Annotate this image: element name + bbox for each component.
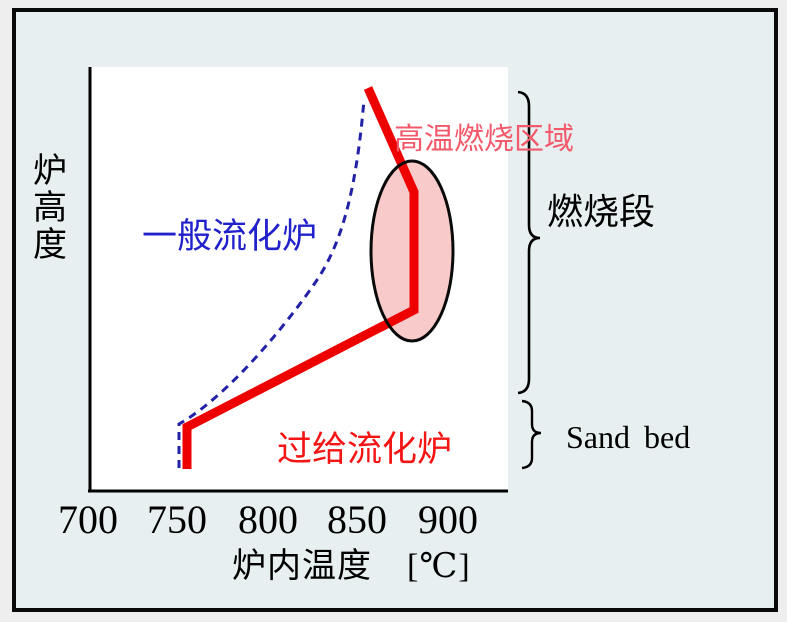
y-axis-label-char: 高	[33, 190, 67, 227]
high-temp-zone-ellipse-outline	[369, 159, 455, 343]
x-tick-900: 900	[418, 497, 478, 542]
x-tick-750: 750	[147, 497, 207, 542]
general-fluidized-curve	[177, 99, 366, 468]
label-high-temp-zone: 高温燃烧区域	[394, 123, 574, 156]
label-sand-bed: Sand bed	[566, 419, 691, 455]
sand-bed-brace	[521, 399, 542, 470]
overfeed-fluidized-line	[182, 86, 419, 469]
combustion-section-brace	[517, 90, 541, 395]
y-axis-label-char: 度	[33, 227, 67, 264]
x-axis-label: 炉内温度 [℃]	[232, 548, 471, 585]
y-axis-label-char: 炉	[33, 153, 67, 190]
x-tick-850: 850	[327, 497, 387, 542]
x-tick-800: 800	[238, 497, 298, 542]
x-tick-700: 700	[58, 497, 118, 542]
label-overfeed-fluidized: 过给流化炉	[277, 430, 453, 469]
label-general-fluidized: 一般流化炉	[142, 217, 318, 256]
label-combustion-section: 燃烧段	[547, 192, 656, 232]
y-axis-label: 炉 高 度	[33, 153, 67, 264]
